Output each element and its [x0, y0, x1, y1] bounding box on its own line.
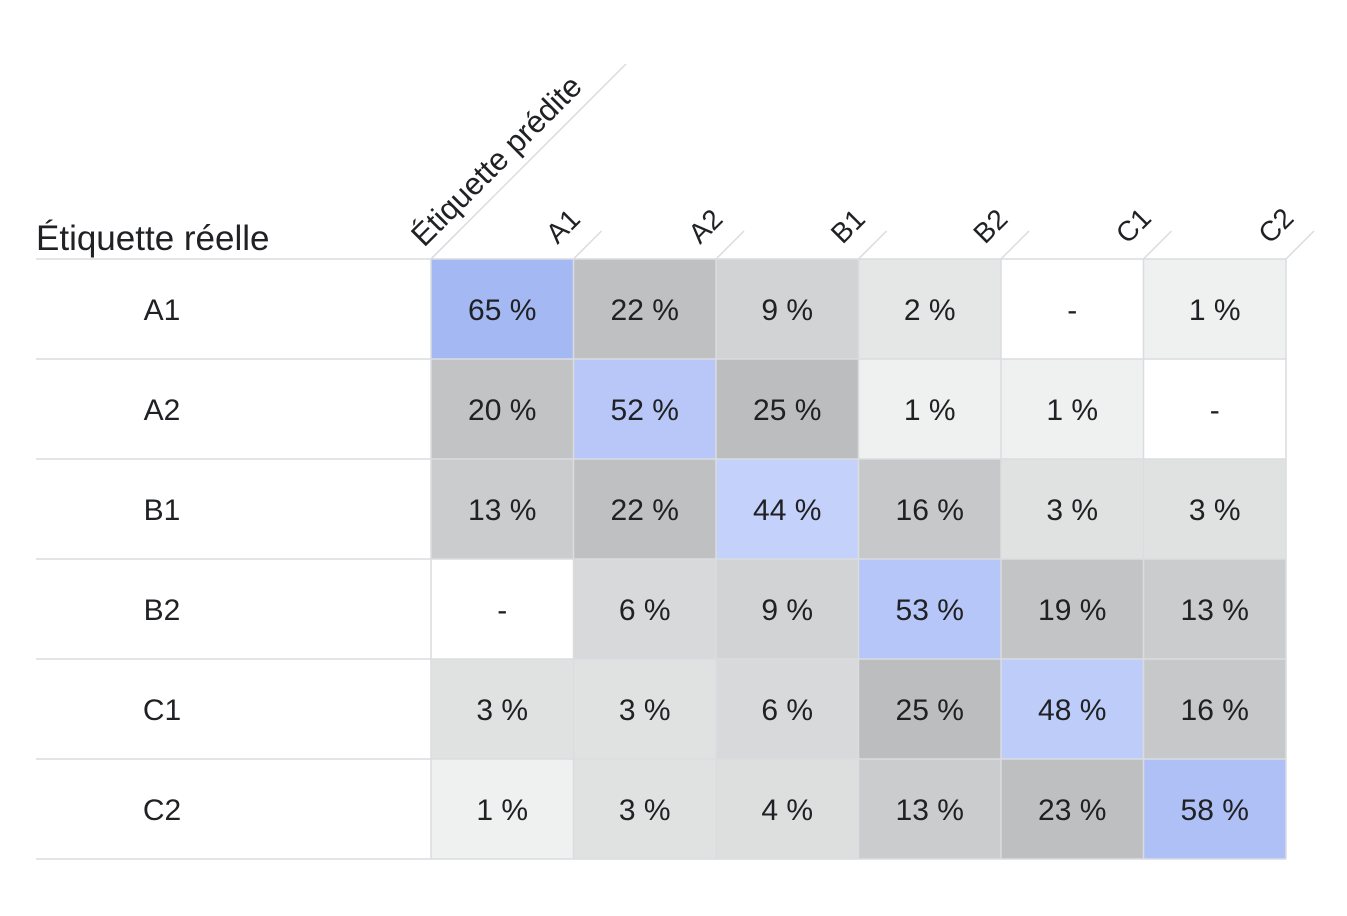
cell-value-a1-a1: 65 %	[468, 294, 536, 327]
cell-value-a2-b1: 25 %	[753, 394, 821, 427]
cell-value-a1-c2: 1 %	[1189, 294, 1241, 327]
matrix-cell-b1-b1	[716, 459, 859, 559]
matrix-cell-c2-a2	[573, 759, 716, 859]
matrix-cell-c2-a1	[431, 759, 574, 859]
cell-value-c1-c1: 48 %	[1038, 694, 1106, 727]
cell-value-a2-c1: 1 %	[1046, 394, 1098, 427]
matrix-cell-c1-c1	[1001, 659, 1144, 759]
column-label-a1: A1	[540, 203, 586, 249]
matrix-cell-c1-c2	[1143, 659, 1286, 759]
cell-value-a1-a2: 22 %	[611, 294, 679, 327]
cell-value-b1-b2: 16 %	[896, 494, 964, 527]
cell-value-b2-a1: -	[497, 594, 507, 627]
row-label-b2: B2	[144, 594, 181, 627]
matrix-cell-c1-b2	[858, 659, 1001, 759]
cell-value-c1-b1: 6 %	[761, 694, 813, 727]
cell-value-b1-b1: 44 %	[753, 494, 821, 527]
header-divider	[857, 230, 888, 260]
matrix-cell-b2-c2	[1143, 559, 1286, 659]
cell-value-a1-b1: 9 %	[761, 294, 813, 327]
matrix-grid: A1 A2 B1 B2 C1 C2 A1 A2 B1 B2 C1 C2 65 % 22 % 9 % 2 % - 1…	[36, 63, 1315, 860]
column-label-c2: C2	[1252, 202, 1299, 249]
cell-value-c1-b2: 25 %	[896, 694, 964, 727]
column-label-a2: A2	[682, 203, 728, 249]
matrix-cell-b2-a1	[431, 559, 574, 659]
cell-value-b2-b1: 9 %	[761, 594, 813, 627]
matrix-cell-a1-b2	[858, 259, 1001, 359]
row-label-a1: A1	[144, 294, 181, 327]
cell-value-b2-a2: 6 %	[619, 594, 671, 627]
cell-value-c1-c2: 16 %	[1181, 694, 1249, 727]
column-label-b1: B1	[825, 203, 871, 249]
matrix-cell-a1-c2	[1143, 259, 1286, 359]
matrix-cell-a2-a2	[573, 359, 716, 459]
cell-value-c2-a1: 1 %	[476, 794, 528, 827]
cell-value-c1-a1: 3 %	[476, 694, 528, 727]
cell-value-a1-b2: 2 %	[904, 294, 956, 327]
matrix-cell-c2-c1	[1001, 759, 1144, 859]
cell-value-b1-c2: 3 %	[1189, 494, 1241, 527]
column-label-c1: C1	[1110, 202, 1157, 249]
matrix-cell-a1-a2	[573, 259, 716, 359]
cell-value-c2-b2: 13 %	[896, 794, 964, 827]
header-divider	[1142, 230, 1173, 260]
row-axis-label: Étiquette réelle	[36, 219, 269, 258]
matrix-cell-a1-b1	[716, 259, 859, 359]
cell-value-c1-a2: 3 %	[619, 694, 671, 727]
row-label-b1: B1	[144, 494, 181, 527]
cell-value-c2-b1: 4 %	[761, 794, 813, 827]
cell-value-b2-b2: 53 %	[896, 594, 964, 627]
cell-value-a2-b2: 1 %	[904, 394, 956, 427]
cell-value-b1-a2: 22 %	[611, 494, 679, 527]
column-label-b2: B2	[967, 203, 1013, 249]
matrix-cell-b1-a2	[573, 459, 716, 559]
cell-value-a2-c2: -	[1210, 394, 1220, 427]
matrix-cell-a2-b2	[858, 359, 1001, 459]
matrix-cell-b2-b1	[716, 559, 859, 659]
matrix-cell-a1-a1	[431, 259, 574, 359]
header-divider	[715, 230, 745, 260]
cell-value-c2-c1: 23 %	[1038, 794, 1106, 827]
matrix-cell-c1-b1	[716, 659, 859, 759]
matrix-cell-a2-b1	[716, 359, 859, 459]
matrix-cell-b1-b2	[858, 459, 1001, 559]
matrix-cell-a2-c1	[1001, 359, 1144, 459]
cell-value-b1-a1: 13 %	[468, 494, 536, 527]
header-divider	[1000, 230, 1030, 260]
matrix-cell-c2-b1	[716, 759, 859, 859]
matrix-cell-a1-c1	[1001, 259, 1144, 359]
matrix-cell-b1-a1	[431, 459, 574, 559]
matrix-cell-c2-b2	[858, 759, 1001, 859]
cell-value-a2-a2: 52 %	[611, 394, 679, 427]
matrix-cell-a2-a1	[431, 359, 574, 459]
matrix-cell-c1-a2	[573, 659, 716, 759]
matrix-cell-b1-c2	[1143, 459, 1286, 559]
cell-value-c2-c2: 58 %	[1181, 794, 1249, 827]
matrix-cell-a2-c2	[1143, 359, 1286, 459]
cell-value-a1-c1: -	[1067, 294, 1077, 327]
matrix-cell-c1-a1	[431, 659, 574, 759]
header-divider	[572, 230, 603, 260]
header-divider	[1285, 230, 1315, 260]
matrix-cell-b2-a2	[573, 559, 716, 659]
cell-value-b1-c1: 3 %	[1046, 494, 1098, 527]
matrix-cell-b1-c1	[1001, 459, 1144, 559]
matrix-cell-b2-c1	[1001, 559, 1144, 659]
cell-value-c2-a2: 3 %	[619, 794, 671, 827]
cell-value-b2-c2: 13 %	[1181, 594, 1249, 627]
cell-value-a2-a1: 20 %	[468, 394, 536, 427]
cell-value-b2-c1: 19 %	[1038, 594, 1106, 627]
row-label-c1: C1	[143, 694, 181, 727]
axis-title-divider	[430, 63, 627, 260]
matrix-cell-c2-c2	[1143, 759, 1286, 859]
matrix-cell-b2-b2	[858, 559, 1001, 659]
row-label-a2: A2	[144, 394, 181, 427]
row-label-c2: C2	[143, 794, 181, 827]
